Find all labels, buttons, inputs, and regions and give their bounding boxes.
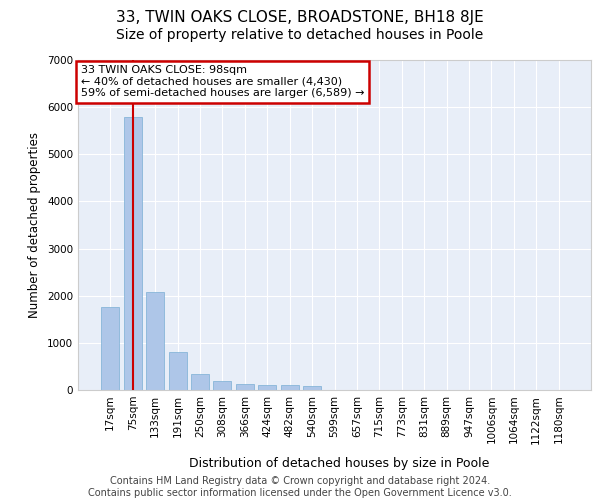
- Bar: [169, 352, 187, 390]
- Bar: [303, 386, 321, 390]
- Bar: [146, 292, 164, 390]
- Text: 33 TWIN OAKS CLOSE: 98sqm
← 40% of detached houses are smaller (4,430)
59% of se: 33 TWIN OAKS CLOSE: 98sqm ← 40% of detac…: [80, 65, 364, 98]
- Bar: [101, 306, 119, 390]
- Text: Distribution of detached houses by size in Poole: Distribution of detached houses by size …: [189, 458, 489, 470]
- Y-axis label: Number of detached properties: Number of detached properties: [28, 132, 41, 318]
- Bar: [258, 385, 276, 390]
- Text: Size of property relative to detached houses in Poole: Size of property relative to detached ho…: [116, 28, 484, 42]
- Bar: [124, 116, 142, 390]
- Text: Contains HM Land Registry data © Crown copyright and database right 2024.
Contai: Contains HM Land Registry data © Crown c…: [88, 476, 512, 498]
- Text: 33, TWIN OAKS CLOSE, BROADSTONE, BH18 8JE: 33, TWIN OAKS CLOSE, BROADSTONE, BH18 8J…: [116, 10, 484, 25]
- Bar: [191, 374, 209, 390]
- Bar: [214, 380, 232, 390]
- Bar: [281, 385, 299, 390]
- Bar: [236, 384, 254, 390]
